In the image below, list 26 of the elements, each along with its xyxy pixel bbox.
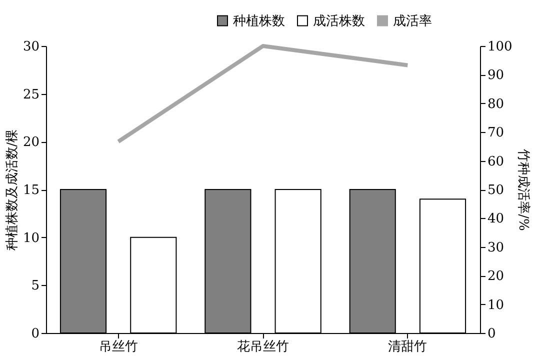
- y2-tick-label: 0: [488, 326, 496, 342]
- y2-tick-label: 40: [488, 212, 504, 227]
- y-tick-label: 0: [31, 326, 40, 342]
- y2-tick-label: 60: [488, 154, 504, 170]
- y2-tick-label: 50: [488, 183, 504, 198]
- y2-tick-label: 30: [488, 240, 504, 256]
- y-tick-label: 15: [22, 183, 40, 198]
- y2-tick-label: 80: [488, 96, 504, 112]
- legend-label: 成活株数: [313, 14, 365, 29]
- y2-tick-label: 20: [488, 269, 504, 284]
- y-tick-label: 10: [22, 230, 40, 246]
- y2-axis-title: 竹种成活率/%: [515, 149, 532, 231]
- y2-tick-label: 70: [488, 126, 504, 141]
- y-tick-label: 25: [22, 87, 40, 102]
- y-tick-label: 5: [31, 278, 40, 294]
- y-tick-label: 30: [22, 40, 40, 54]
- y2-tick-label: 100: [488, 40, 512, 54]
- legend-label: 种植株数: [233, 14, 285, 29]
- y2-tick-label: 90: [488, 68, 504, 84]
- y-axis-title: 种植株数及成活数/棵: [4, 129, 20, 251]
- y-tick-label: 20: [22, 135, 40, 150]
- x-tick-label: 花吊丝竹: [237, 340, 289, 354]
- x-tick-label: 吊丝竹: [98, 340, 138, 354]
- x-tick-label: 清甜竹: [388, 340, 428, 354]
- y2-tick-label: 10: [488, 298, 504, 313]
- legend-label: 成活率: [393, 12, 432, 29]
